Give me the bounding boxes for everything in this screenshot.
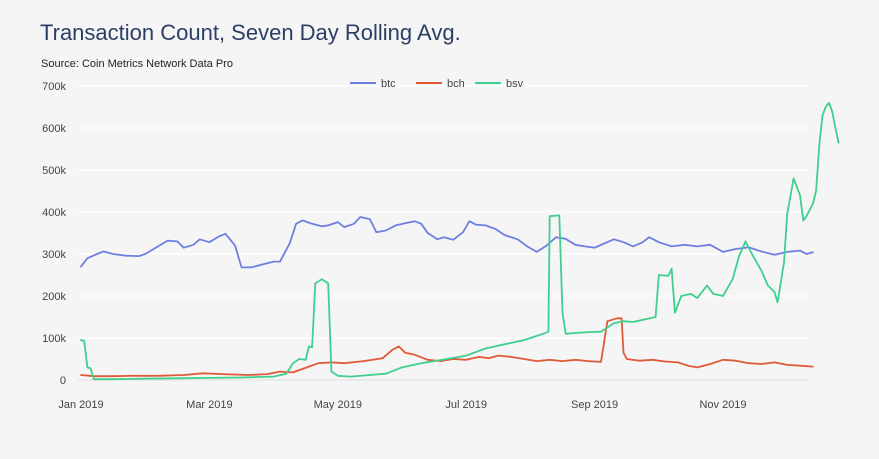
series-line-bsv [80,101,840,381]
series-line-btc [80,216,814,269]
legend-item-bch[interactable]: bch [416,78,465,90]
legend-label: bch [447,78,465,90]
chart-source: Source: Coin Metrics Network Data Pro [41,58,233,70]
y-tick-label: 400k [42,207,66,219]
y-tick-label: 100k [42,333,66,345]
x-axis: Jan 2019 Mar 2019 May 2019 Jul 2019 Sep 2019… [58,399,746,411]
y-tick-label: 200k [42,291,66,303]
x-tick-label: Jul 2019 [445,399,487,411]
legend-label: bsv [506,78,524,90]
x-tick-label: Sep 2019 [571,399,618,411]
legend[interactable]: btc bch bsv [350,78,524,90]
gridlines [78,85,807,381]
series-lines [80,101,840,381]
x-tick-label: Nov 2019 [699,399,746,411]
y-tick-label: 600k [42,123,66,135]
legend-label: btc [381,78,396,90]
chart-title: Transaction Count, Seven Day Rolling Avg… [40,20,461,45]
x-tick-label: Jan 2019 [58,399,103,411]
y-axis: 0 100k 200k 300k 400k 500k 600k 700k [42,81,66,387]
x-tick-label: Mar 2019 [186,399,232,411]
legend-item-bsv[interactable]: bsv [475,78,524,90]
y-tick-label: 0 [60,375,66,387]
y-tick-label: 500k [42,165,66,177]
y-tick-label: 300k [42,249,66,261]
y-tick-label: 700k [42,81,66,93]
series-line-bch [80,317,814,378]
x-tick-label: May 2019 [314,399,362,411]
legend-item-btc[interactable]: btc [350,78,396,90]
